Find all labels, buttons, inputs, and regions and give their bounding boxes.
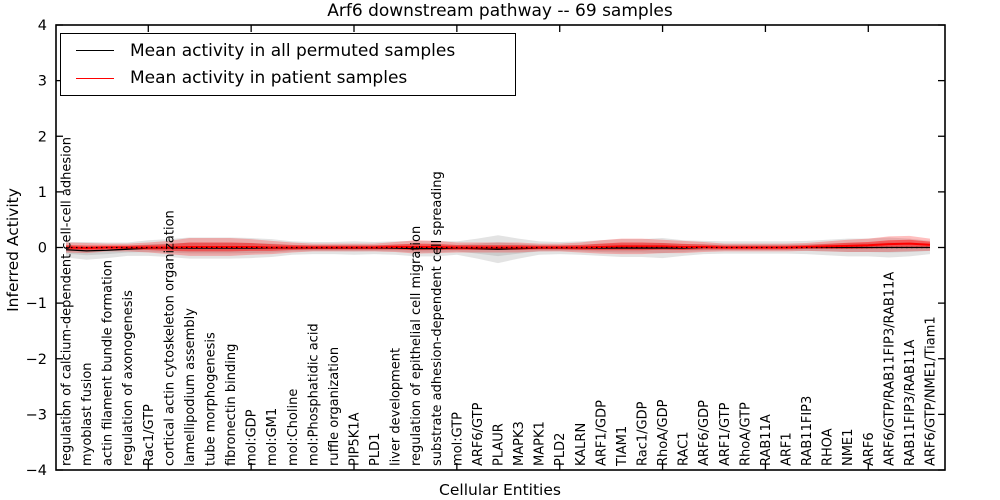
y-tick-label: −3 <box>26 407 47 423</box>
y-tick-label: 2 <box>38 129 47 145</box>
x-category-label: RAB11FIP3/RAB11A <box>903 339 918 466</box>
x-category-label: mol:GDP <box>245 409 260 466</box>
x-category-label: Rac1/GTP <box>142 404 157 466</box>
chart-title: Arf6 downstream pathway -- 69 samples <box>327 1 673 21</box>
x-category-label: mol:GM1 <box>265 408 280 466</box>
x-category-label: KALRN <box>574 423 589 466</box>
y-axis-label: Inferred Activity <box>4 188 22 312</box>
x-category-label: ARF1/GDP <box>594 400 609 466</box>
legend-entry-patient: Mean activity in patient samples <box>76 68 515 88</box>
x-category-label: ARF6/GTP/RAB11FIP3/RAB11A <box>882 272 897 466</box>
x-category-label: fibronectin binding <box>224 344 239 466</box>
legend: Mean activity in all permuted samples Me… <box>60 33 516 96</box>
patient-line-swatch <box>76 77 114 79</box>
x-category-label: PLAUR <box>492 423 507 466</box>
x-category-label: ARF6 <box>862 432 877 466</box>
x-category-label: PIP5K1A <box>348 412 363 466</box>
y-tick-label: 0 <box>38 241 47 257</box>
x-category-label: lamellipodium assembly <box>183 308 198 466</box>
x-category-label: MAPK1 <box>533 421 548 466</box>
x-category-label: mol:Choline <box>286 389 301 466</box>
x-category-label: NME1 <box>841 429 856 466</box>
x-category-label: ARF1/GTP <box>718 402 733 466</box>
x-category-label: ruffle organization <box>327 347 342 466</box>
y-tick-label: 1 <box>38 185 47 201</box>
y-tick-label: 4 <box>38 18 47 34</box>
x-category-label: ARF1 <box>780 432 795 466</box>
x-category-label: ARF6/GDP <box>697 400 712 466</box>
x-category-label: ARF6/GTP/NME1/Tiam1 <box>924 316 939 466</box>
x-category-label: RAB11FIP3 <box>800 396 815 466</box>
x-category-label: tube morphogenesis <box>204 332 219 466</box>
y-tick-label: −4 <box>26 463 47 479</box>
x-category-label: actin filament bundle formation <box>101 260 116 466</box>
x-category-label: mol:Phosphatidic acid <box>306 323 321 466</box>
x-category-label: cortical actin cytoskeleton organization <box>162 210 177 466</box>
y-tick-label: −1 <box>26 296 47 312</box>
patient-band-outer <box>66 235 930 256</box>
y-tick-label: −2 <box>26 352 47 368</box>
x-category-label: ARF6/GTP <box>471 402 486 466</box>
x-category-label: regulation of calcium-dependent cell-cel… <box>60 137 75 466</box>
x-category-label: RAC1 <box>677 431 692 466</box>
x-category-label: liver development <box>389 348 404 466</box>
x-category-label: regulation of epithelial cell migration <box>409 226 424 466</box>
x-category-label: MAPK3 <box>512 421 527 466</box>
legend-label-patient: Mean activity in patient samples <box>130 68 408 89</box>
x-category-label: TIAM1 <box>615 426 630 467</box>
x-category-label: regulation of axonogenesis <box>121 290 136 466</box>
y-tick-label: 3 <box>38 74 47 90</box>
x-category-label: RhoA/GDP <box>656 399 671 466</box>
legend-entry-permuted: Mean activity in all permuted samples <box>76 41 515 61</box>
permuted-line-swatch <box>76 50 114 52</box>
x-category-label: mol:GTP <box>450 412 465 466</box>
x-category-label: RhoA/GTP <box>738 402 753 466</box>
x-category-label: myoblast fusion <box>80 362 95 466</box>
legend-label-permuted: Mean activity in all permuted samples <box>130 40 456 61</box>
x-category-label: PLD1 <box>368 433 383 466</box>
x-category-label: RAB11A <box>759 414 774 466</box>
x-category-label: RHOA <box>821 428 836 466</box>
x-category-label: Rac1/GDP <box>636 401 651 466</box>
x-axis-label: Cellular Entities <box>439 481 561 499</box>
x-category-label: PLD2 <box>553 433 568 466</box>
x-category-label: substrate adhesion-dependent cell spread… <box>430 171 445 466</box>
